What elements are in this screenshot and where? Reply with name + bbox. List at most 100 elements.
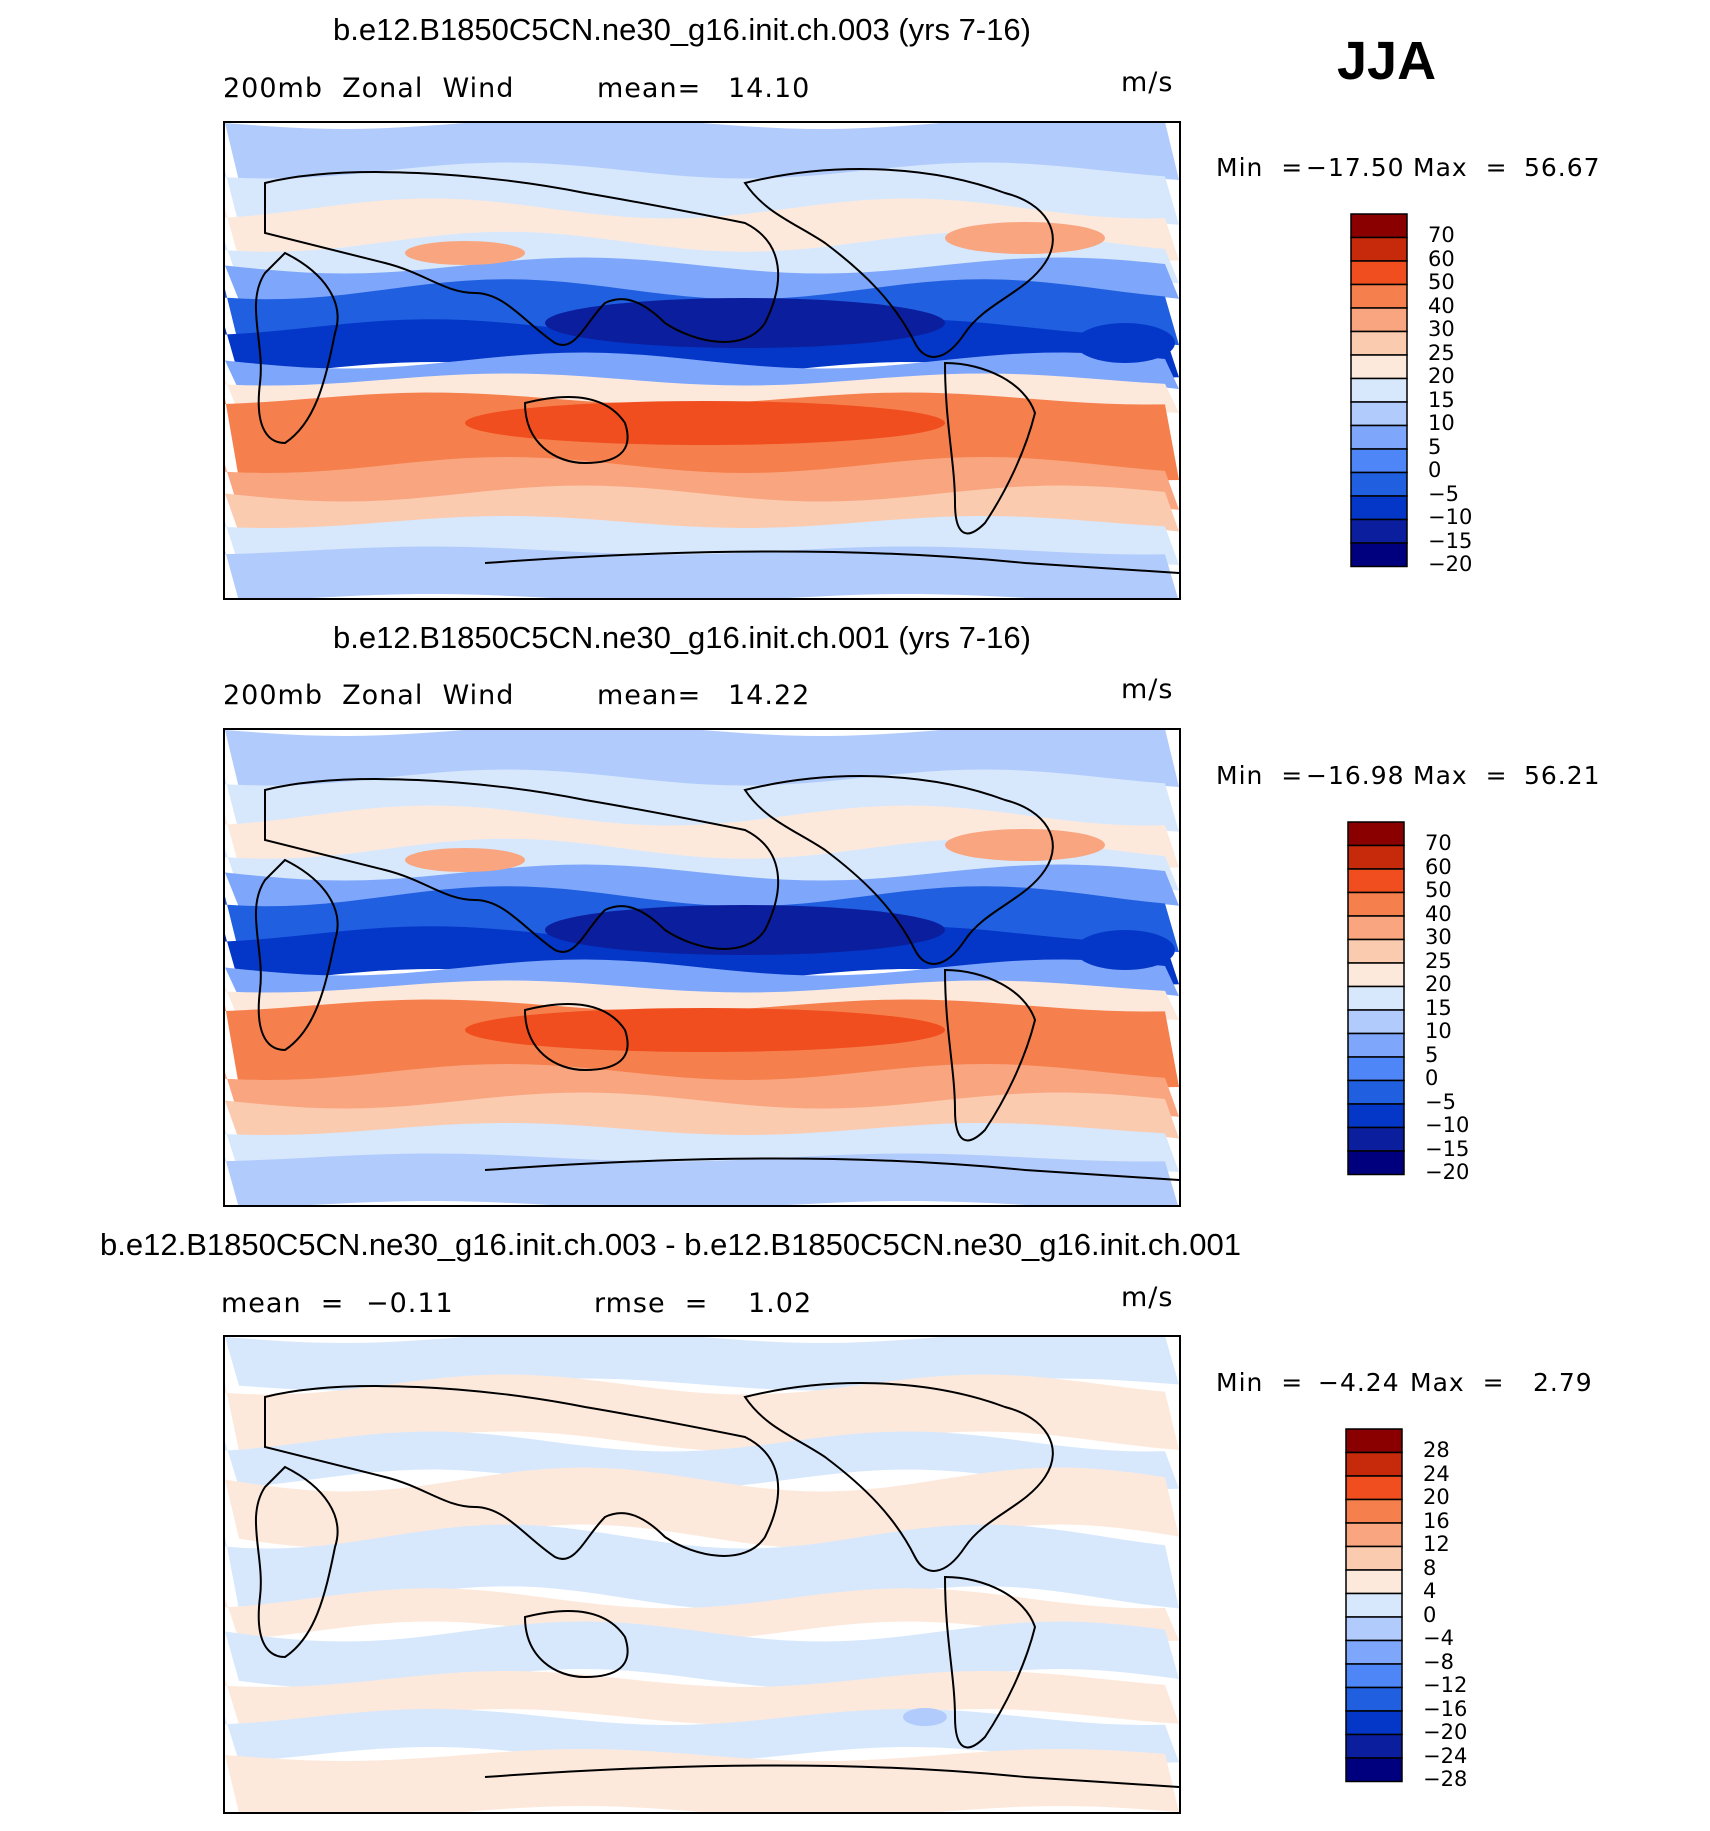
contour-band [405, 848, 525, 872]
colorbar-swatch [1350, 307, 1408, 333]
panel2-mean-label: mean= [597, 680, 702, 711]
colorbar-swatch [1350, 448, 1408, 474]
colorbar-label: 0 [1425, 1066, 1439, 1090]
colorbar-swatch [1347, 821, 1405, 847]
panel3-mean-value: −0.11 [366, 1288, 454, 1319]
panel1-min-label: Min = [1216, 153, 1304, 182]
contour-band [225, 980, 1179, 1021]
panel2-units: m/s [1121, 674, 1174, 705]
panel3-min-value: −4.24 [1318, 1368, 1400, 1397]
colorbar-label: 20 [1428, 364, 1455, 388]
panel1-max-value: 56.67 [1524, 153, 1601, 182]
colorbar-swatch [1350, 260, 1408, 286]
coastline [264, 1385, 780, 1560]
colorbar-label: 10 [1425, 1019, 1452, 1043]
panel1-mean-label: mean= [597, 73, 702, 104]
colorbar-swatch [1350, 471, 1408, 497]
contour-band [225, 457, 1179, 511]
colorbar-label: 25 [1428, 340, 1455, 365]
colorbar-swatch [1350, 236, 1408, 262]
colorbar-label: 20 [1425, 972, 1452, 996]
colorbar-label: 28 [1423, 1438, 1450, 1462]
colorbar-label: 15 [1425, 995, 1452, 1020]
contour-band [225, 198, 1179, 262]
contour-band [225, 319, 1179, 378]
coastline [523, 396, 629, 465]
colorbar-label: 20 [1423, 1485, 1450, 1509]
colorbar-label: 30 [1425, 925, 1452, 949]
panel3-rmse-value: 1.02 [748, 1288, 813, 1319]
colorbar-label: −5 [1425, 1089, 1456, 1114]
contour-band [945, 829, 1105, 861]
panel2-variable-label: 200mb Zonal Wind [223, 680, 515, 711]
colorbar-swatch [1350, 401, 1408, 427]
colorbar-swatch [1350, 495, 1408, 521]
panel3-map [223, 1335, 1181, 1814]
colorbar-swatch [1347, 844, 1405, 870]
colorbar-label: 0 [1428, 458, 1442, 482]
colorbar-swatch [1347, 1103, 1405, 1129]
coastline [484, 1764, 1179, 1788]
colorbar-label: 10 [1428, 411, 1455, 435]
contour-band [225, 926, 1179, 985]
contour-band [945, 222, 1105, 254]
coastline [743, 1382, 1054, 1572]
colorbar-label: −15 [1428, 528, 1473, 553]
colorbar-label: −4 [1423, 1626, 1454, 1650]
panel1-units: m/s [1121, 67, 1174, 98]
colorbar-swatch [1347, 985, 1405, 1011]
colorbar-label: −16 [1423, 1696, 1468, 1721]
panel2-mean-value: 14.22 [728, 680, 811, 711]
colorbar-label: −8 [1423, 1649, 1454, 1674]
contour-band [225, 1671, 1179, 1725]
panel3-max-value: 2.79 [1533, 1368, 1593, 1397]
coastline [254, 251, 339, 445]
coastline [264, 171, 780, 346]
colorbar-swatch [1345, 1522, 1403, 1548]
coastline [943, 968, 1037, 1142]
contour-band [465, 1008, 945, 1052]
coastline [484, 1157, 1179, 1181]
colorbar-label: −12 [1423, 1673, 1468, 1697]
contour-band [225, 373, 1179, 414]
colorbar-swatch [1345, 1663, 1403, 1689]
colorbar-label: 5 [1428, 434, 1442, 459]
colorbar-swatch [1345, 1616, 1403, 1642]
colorbar-label: 25 [1425, 948, 1452, 973]
colorbar-swatch [1350, 377, 1408, 403]
colorbar-swatch [1350, 213, 1408, 239]
panel1-map [223, 121, 1181, 600]
panel3-colorbar: 28 24 20 16 12 8 4 0 −4 −8 −12 −16 −20 −24 −28 [1345, 1428, 1468, 1808]
colorbar-swatch [1347, 962, 1405, 988]
colorbar-swatch [1345, 1475, 1403, 1501]
colorbar-label: −5 [1428, 481, 1459, 506]
panel2-colorbar: 70 60 50 40 30 25 20 15 10 5 0 −5 −10 −15 −20 [1347, 821, 1470, 1201]
colorbar-label: −20 [1423, 1720, 1468, 1744]
panel3-mean-label: mean = [221, 1288, 345, 1319]
colorbar-swatch [1345, 1569, 1403, 1595]
panel2-min-value: −16.98 [1306, 761, 1405, 790]
colorbar-swatch [1345, 1451, 1403, 1477]
colorbar-label: 30 [1428, 317, 1455, 341]
colorbar-label: 60 [1425, 854, 1452, 879]
coastline [523, 1610, 629, 1679]
contour-band [465, 401, 945, 445]
colorbar-swatch [1345, 1686, 1403, 1712]
colorbar-label: −28 [1423, 1767, 1468, 1791]
coastline [943, 1575, 1037, 1749]
colorbar-label: 40 [1425, 901, 1452, 926]
coastline [943, 361, 1037, 535]
panel1-max-label: Max = [1413, 153, 1508, 182]
contour-band [225, 1621, 1179, 1689]
colorbar-label: 8 [1423, 1555, 1437, 1580]
colorbar-label: 70 [1428, 223, 1455, 247]
colorbar-swatch [1347, 868, 1405, 894]
colorbar-label: 70 [1425, 831, 1452, 855]
colorbar-swatch [1350, 424, 1408, 450]
colorbar-swatch [1345, 1592, 1403, 1618]
panel3-max-label: Max = [1410, 1368, 1505, 1397]
colorbar-label: −10 [1425, 1113, 1470, 1137]
panel1-contour-field [225, 123, 1179, 598]
panel1-min-value: −17.50 [1306, 153, 1405, 182]
panel3-contour-field [225, 1337, 1179, 1812]
